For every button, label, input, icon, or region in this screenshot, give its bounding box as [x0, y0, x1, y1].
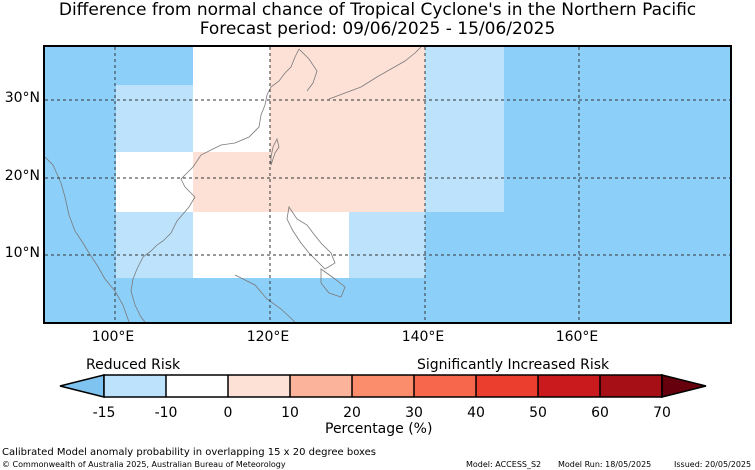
korea-coast: [298, 48, 318, 92]
lon-label-120e: 120°E: [246, 329, 290, 345]
map-title: Difference from normal chance of Tropica…: [58, 0, 697, 20]
japan-coast: [328, 47, 422, 100]
neutral-box: [116, 152, 196, 212]
colorbar-tick: 40: [467, 405, 485, 421]
malay-coast: [130, 250, 152, 322]
vietnam-coast: [150, 196, 196, 252]
reduced-risk-box: [424, 47, 504, 212]
colorbar-tick: 0: [223, 405, 233, 421]
coastlines: [45, 47, 422, 322]
reduced-risk-box: [116, 85, 195, 154]
colorbar-segment: [228, 375, 290, 397]
footer-copyright: © Commonwealth of Australia 2025, Austra…: [2, 460, 286, 469]
colorbar-segment: [352, 375, 414, 397]
neutral-box: [193, 210, 349, 278]
colorbar-tick: -15: [92, 405, 116, 421]
lat-label-10n: 10°N: [4, 245, 40, 261]
forecast-period: Forecast period: 09/06/2025 - 15/06/2025: [199, 19, 556, 39]
lon-label-100e: 100°E: [91, 329, 135, 345]
colorbar-segment: [414, 375, 476, 397]
myanmar-coast: [45, 156, 130, 322]
colorbar-segment: [538, 375, 600, 397]
colorbar-tick: 30: [405, 405, 423, 421]
increase-box: [193, 152, 271, 212]
colorbar-tick: 10: [281, 405, 299, 421]
footer-model-run: Model Run: 18/05/2025: [558, 460, 652, 469]
colorbar-tick: 20: [343, 405, 361, 421]
footer-model: Model: ACCESS_S2: [466, 460, 542, 469]
colorbar-tick: 50: [529, 405, 547, 421]
map-canvas: [45, 47, 730, 322]
china-coast: [192, 48, 300, 168]
mindanao: [320, 268, 346, 298]
colorbar-segment: [104, 375, 166, 397]
lon-label-160e: 160°E: [555, 329, 599, 345]
reduced-risk-box: [116, 210, 195, 278]
lon-label-140e: 140°E: [401, 329, 445, 345]
colorbar-segment: [290, 375, 352, 397]
colorbar-segment: [476, 375, 538, 397]
colorbar-tick: 60: [591, 405, 609, 421]
colorbar: [59, 374, 707, 398]
colorbar-segment: [600, 375, 662, 397]
increased-risk-label: Significantly Increased Risk: [417, 357, 610, 373]
colorbar-tick: -10: [154, 405, 178, 421]
taiwan: [270, 137, 280, 166]
reduced-risk-label: Reduced Risk: [86, 357, 181, 373]
lat-label-30n: 30°N: [4, 90, 40, 106]
colorbar-segment: [166, 375, 228, 397]
footer-description: Calibrated Model anomaly probability in …: [2, 447, 377, 458]
colorbar-unit-label: Percentage (%): [325, 421, 433, 437]
lat-label-20n: 20°N: [4, 168, 40, 184]
graticule: [45, 47, 730, 322]
philippines: [286, 205, 336, 270]
reduced-risk-box: [348, 210, 425, 278]
colorbar-tick: 70: [653, 405, 671, 421]
borneo-coast: [234, 274, 296, 322]
anomaly-map: [43, 45, 732, 324]
hainan-coast: [180, 166, 196, 198]
colorbar-extend-high: [661, 374, 707, 398]
colorbar-extend-low: [59, 374, 105, 398]
footer-issued: Issued: 20/05/2025: [674, 460, 752, 469]
increase-box: [270, 47, 425, 212]
